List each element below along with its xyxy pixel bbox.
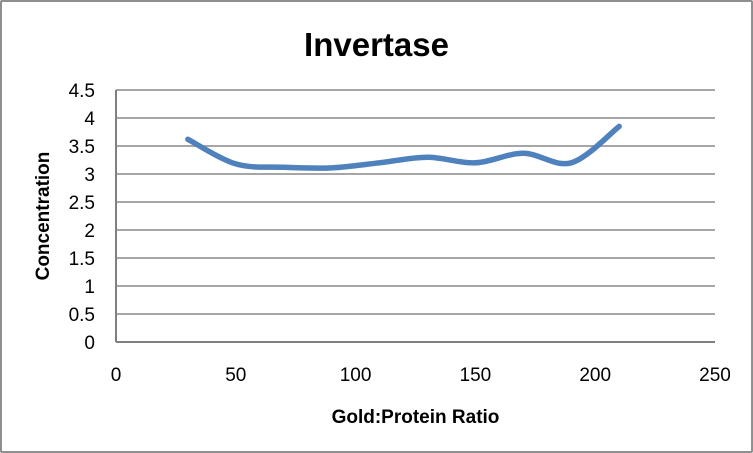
x-tick-label: 100	[340, 365, 372, 386]
y-tick-label: 3	[84, 165, 95, 186]
x-tick-label: 200	[579, 365, 611, 386]
y-tick-label: 4	[84, 109, 95, 130]
y-tick-label: 4.5	[69, 81, 95, 102]
y-tick-label: 0	[84, 333, 95, 354]
x-tick-label: 250	[699, 365, 731, 386]
y-tick-label: 2.5	[69, 193, 95, 214]
y-tick-label: 1.5	[69, 249, 95, 270]
y-tick-label: 1	[84, 277, 95, 298]
y-tick-label: 2	[84, 221, 95, 242]
y-tick-label: 0.5	[69, 305, 95, 326]
data-series-line	[185, 123, 622, 171]
x-tick-label: 150	[460, 365, 492, 386]
x-axis-title: Gold:Protein Ratio	[331, 407, 500, 428]
chart-title: Invertase	[304, 26, 449, 63]
x-tick-label: 50	[225, 365, 246, 386]
x-tick-label: 0	[111, 365, 122, 386]
y-tick-label: 3.5	[69, 137, 95, 158]
